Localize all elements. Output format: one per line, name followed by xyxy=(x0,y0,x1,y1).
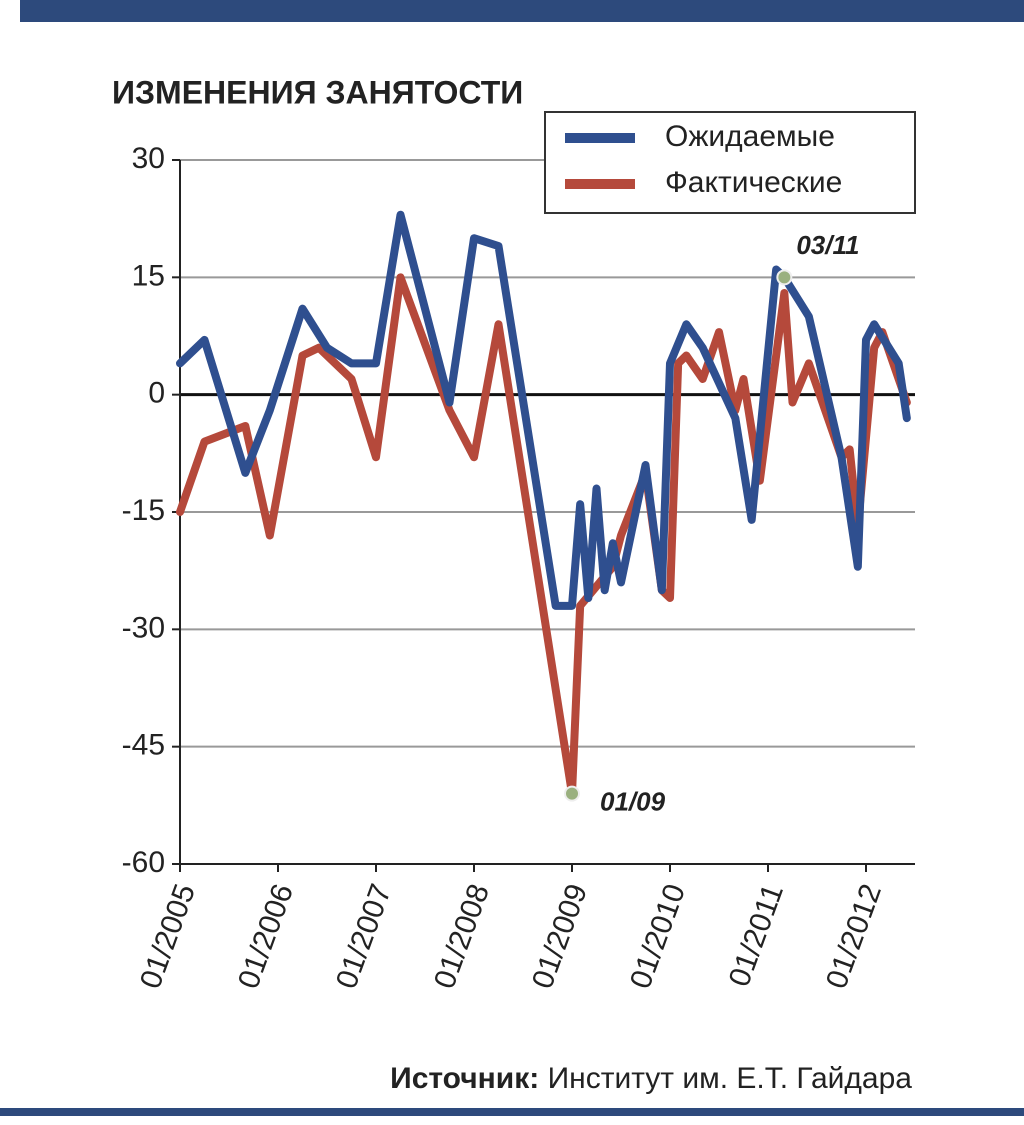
y-tick-label: 0 xyxy=(148,377,165,410)
legend-label: Ожидаемые xyxy=(665,120,835,153)
x-tick-label: 01/2012 xyxy=(820,880,888,993)
series-line xyxy=(176,210,911,610)
legend-label: Фактические xyxy=(665,166,842,199)
annotation-marker xyxy=(564,785,580,802)
x-tick-label: 01/2007 xyxy=(330,880,398,993)
legend-box xyxy=(544,111,916,214)
y-tick-label: 30 xyxy=(132,142,165,175)
y-tick-label: -60 xyxy=(122,846,165,879)
x-tick-label: 01/2010 xyxy=(624,880,692,993)
y-tick-label: -30 xyxy=(122,611,165,644)
x-tick-label: 01/2011 xyxy=(723,880,790,991)
top-bar xyxy=(20,0,1024,22)
y-tick-label: -45 xyxy=(122,729,165,762)
source-label: Источник: xyxy=(390,1062,539,1095)
legend: Ожидаемые Фактические xyxy=(544,111,916,214)
y-tick-label: 15 xyxy=(132,259,165,292)
bottom-bar xyxy=(0,1108,1024,1116)
annotation-label: 01/09 xyxy=(600,786,666,816)
annotation-label: 03/11 xyxy=(796,230,859,260)
y-tick-label: -15 xyxy=(122,494,165,527)
x-tick-label: 01/2006 xyxy=(232,880,300,993)
x-tick-label: 01/2008 xyxy=(428,880,496,993)
x-tick-label: 01/2005 xyxy=(134,880,202,993)
chart-title: ИЗМЕНЕНИЯ ЗАНЯТОСТИ xyxy=(112,74,523,110)
annotation-marker xyxy=(776,269,793,286)
source: Источник: Институт им. Е.Т. Гайдара xyxy=(390,1062,912,1095)
x-tick-label: 01/2009 xyxy=(526,880,594,993)
source-text: Институт им. Е.Т. Гайдара xyxy=(548,1062,913,1095)
